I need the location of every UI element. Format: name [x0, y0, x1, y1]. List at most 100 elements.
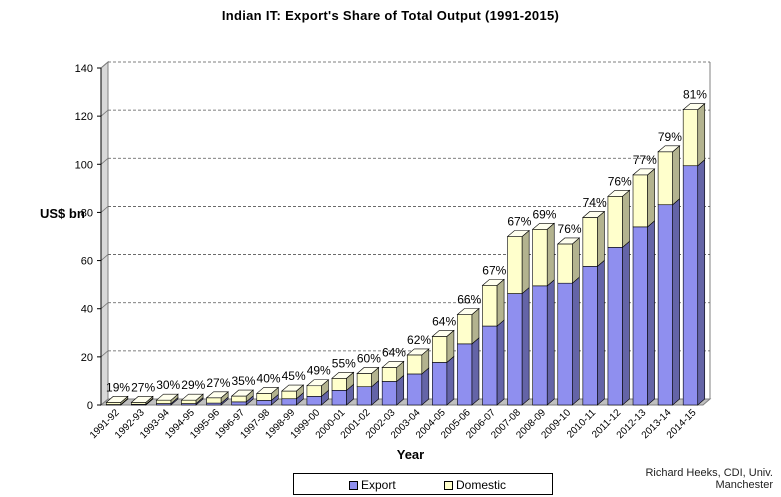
bar-export-2007-08-side: [521, 286, 530, 406]
bar-top-1991-92: [105, 396, 129, 403]
x-axis-categories: 1991-921992-931993-941994-951995-961996-…: [88, 407, 699, 441]
y-tick-label: 100: [75, 159, 93, 171]
bar-export-2005-06-front: [457, 343, 473, 406]
bar-export-1997-98-front: [256, 400, 272, 406]
bar-export-2004-05-side: [446, 355, 455, 406]
export-share-label: 27%: [131, 380, 155, 394]
bar-domestic-2013-14-side: [672, 145, 680, 206]
bar-top-1993-94: [155, 393, 179, 401]
export-share-label: 79%: [658, 130, 682, 144]
export-share-label: 45%: [282, 369, 306, 383]
bar-export-2008-09-front: [532, 285, 548, 406]
legend-item-domestic: Domestic: [444, 478, 506, 492]
bar-domestic-2013-14-front: [657, 151, 673, 206]
bar-export-2011-12-side: [622, 240, 630, 406]
bar-top-2004-05: [431, 330, 455, 337]
export-share-labels: 19% 27% 30% 29% 27% 35% 40% 45% 49%55% 60% 64%62%6…: [106, 88, 707, 395]
gridline-depth-120: [100, 109, 109, 117]
bar-domestic-2010-11-front: [582, 217, 598, 267]
export-share-label: 19%: [106, 380, 130, 394]
source-credit: Richard Heeks, CDI, Univ. Manchester: [573, 467, 773, 491]
bar-top-2001-02: [356, 367, 380, 374]
bar-export-2011-12-front: [607, 247, 623, 406]
bar-domestic-1991-92-front: [105, 402, 122, 405]
bar-domestic-2006-07-front: [482, 285, 498, 327]
bar-domestic-2007-08: [507, 229, 530, 295]
export-share-label: 66%: [457, 292, 481, 306]
bar-export-2003-04-front: [406, 373, 423, 406]
export-share-label: 76%: [558, 222, 582, 236]
export-share-label: 60%: [357, 351, 381, 365]
bar-top-2014-15: [682, 103, 706, 110]
bar-top-1996-97: [230, 389, 255, 397]
legend: Export Domestic: [293, 473, 553, 495]
bar-export-2012-13-front: [632, 226, 648, 406]
export-share-label: 64%: [382, 345, 406, 359]
gridline-depth-20: [100, 350, 109, 358]
bar-top-2002-03: [381, 361, 405, 368]
bar-export-2014-15: [682, 159, 706, 406]
export-share-label: 29%: [181, 378, 205, 392]
y-tick-label: 140: [75, 63, 93, 75]
export-share-label: 35%: [231, 374, 255, 388]
bar-export-2010-11-front: [582, 266, 598, 406]
bar-export-2001-02-front: [356, 386, 372, 406]
bar-domestic-1994-95-front: [181, 399, 197, 404]
legend-swatch-export: [349, 480, 358, 490]
bar-top-2000-01: [331, 371, 355, 379]
bar-export-2009-10-side: [572, 276, 580, 406]
export-share-label: 27%: [206, 376, 230, 390]
bar-export-2006-07-front: [482, 325, 498, 406]
export-share-label: 69%: [532, 207, 556, 221]
export-share-label: 40%: [257, 371, 281, 385]
bar-domestic-2008-09: [532, 222, 555, 287]
bar-domestic-2003-04-front: [406, 354, 423, 375]
bar-domestic-2007-08-side: [521, 229, 530, 295]
bar-domestic-2005-06-front: [457, 314, 473, 345]
bar-export-2013-14: [657, 198, 680, 406]
bar-domestic-2014-15-side: [697, 102, 706, 167]
bar-export-2005-06-side: [471, 337, 480, 406]
y-tick-label: 0: [87, 400, 93, 412]
bar-domestic-2012-13: [632, 168, 655, 228]
x-axis-label: Year: [396, 447, 425, 462]
bar-export-2006-07-side: [496, 319, 505, 406]
bar-domestic-2002-03-front: [381, 367, 398, 382]
bar-domestic-2003-04: [406, 348, 430, 375]
bar-export-1998-99-front: [281, 398, 297, 406]
bar-export-2014-15-side: [697, 159, 706, 406]
bar-export-2013-14-side: [672, 198, 680, 406]
bar-export-2005-06: [457, 337, 480, 406]
bar-top-2003-04: [406, 348, 430, 356]
export-share-label: 62%: [407, 333, 431, 347]
bar-domestic-2010-11: [582, 210, 605, 268]
bar-domestic-2013-14: [657, 145, 680, 206]
bar-export-2008-09: [532, 279, 555, 406]
bar-export-2002-03: [381, 374, 405, 406]
bar-top-1995-96: [205, 391, 229, 399]
export-share-label: 64%: [432, 314, 456, 328]
bar-export-1996-97-front: [231, 401, 247, 406]
y-tick-label: 60: [81, 256, 93, 268]
bar-domestic-2011-12-front: [607, 196, 623, 248]
bar-top-2009-10: [556, 237, 581, 245]
bar-export-2002-03-front: [381, 381, 398, 406]
bar-export-2000-01-front: [331, 390, 347, 406]
bar-top-1997-98: [255, 387, 280, 394]
bar-top-1994-95: [180, 393, 204, 401]
bar-domestic-2009-10-side: [572, 237, 580, 284]
bar-top-2008-09: [531, 222, 556, 230]
export-share-label: 67%: [507, 215, 531, 229]
bar-domestic-1996-97-front: [231, 395, 247, 403]
bar-domestic-2006-07: [482, 278, 505, 327]
bar-domestic-1993-94-front: [156, 399, 172, 404]
bar-domestic-2012-13-front: [632, 174, 648, 228]
gridline-depth-100: [100, 157, 109, 165]
bar-export-2010-11-side: [597, 259, 605, 406]
bar-domestic-2002-03: [381, 360, 405, 383]
export-share-label: 74%: [583, 195, 607, 209]
bar-export-2004-05-front: [432, 362, 448, 406]
bar-domestic-1995-96-front: [206, 397, 222, 404]
bar-domestic-1997-98-front: [256, 393, 272, 401]
